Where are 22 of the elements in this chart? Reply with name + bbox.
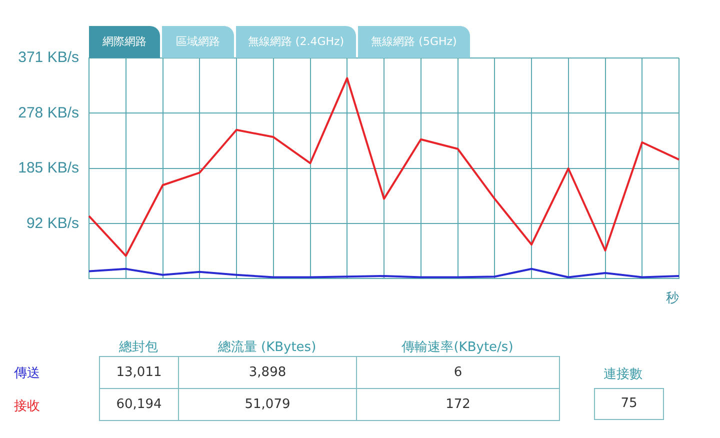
text: 區域網路 [162,26,234,58]
y-tick-label: 371 KB/s [18,49,79,66]
y-tick-label: 185 KB/s [18,160,79,177]
text: 傳送 [14,365,40,382]
text: 60,194 [99,388,179,421]
text: 總封包 [118,339,159,356]
text: 接收 [14,398,40,415]
text: 連接數 [602,366,644,383]
text: 總流量 (KBytes) [216,339,318,356]
y-tick-label: 278 KB/s [18,104,79,122]
text: 3,898 [178,356,357,389]
text: 172 [356,388,560,421]
y-tick-label: 92 KB/s [26,214,79,232]
x-axis-title: 秒 [666,290,679,305]
text: 13,011 [99,356,179,389]
text: 無線網路 (5GHz) [358,26,470,58]
text: 傳輸速率(KByte/s) [400,339,514,356]
text: 75 [594,388,664,420]
text: 無線網路 (2.4GHz) [236,26,356,58]
text: 6 [356,356,560,389]
text: 51,079 [178,388,357,421]
text: 網際網路 [89,26,160,58]
